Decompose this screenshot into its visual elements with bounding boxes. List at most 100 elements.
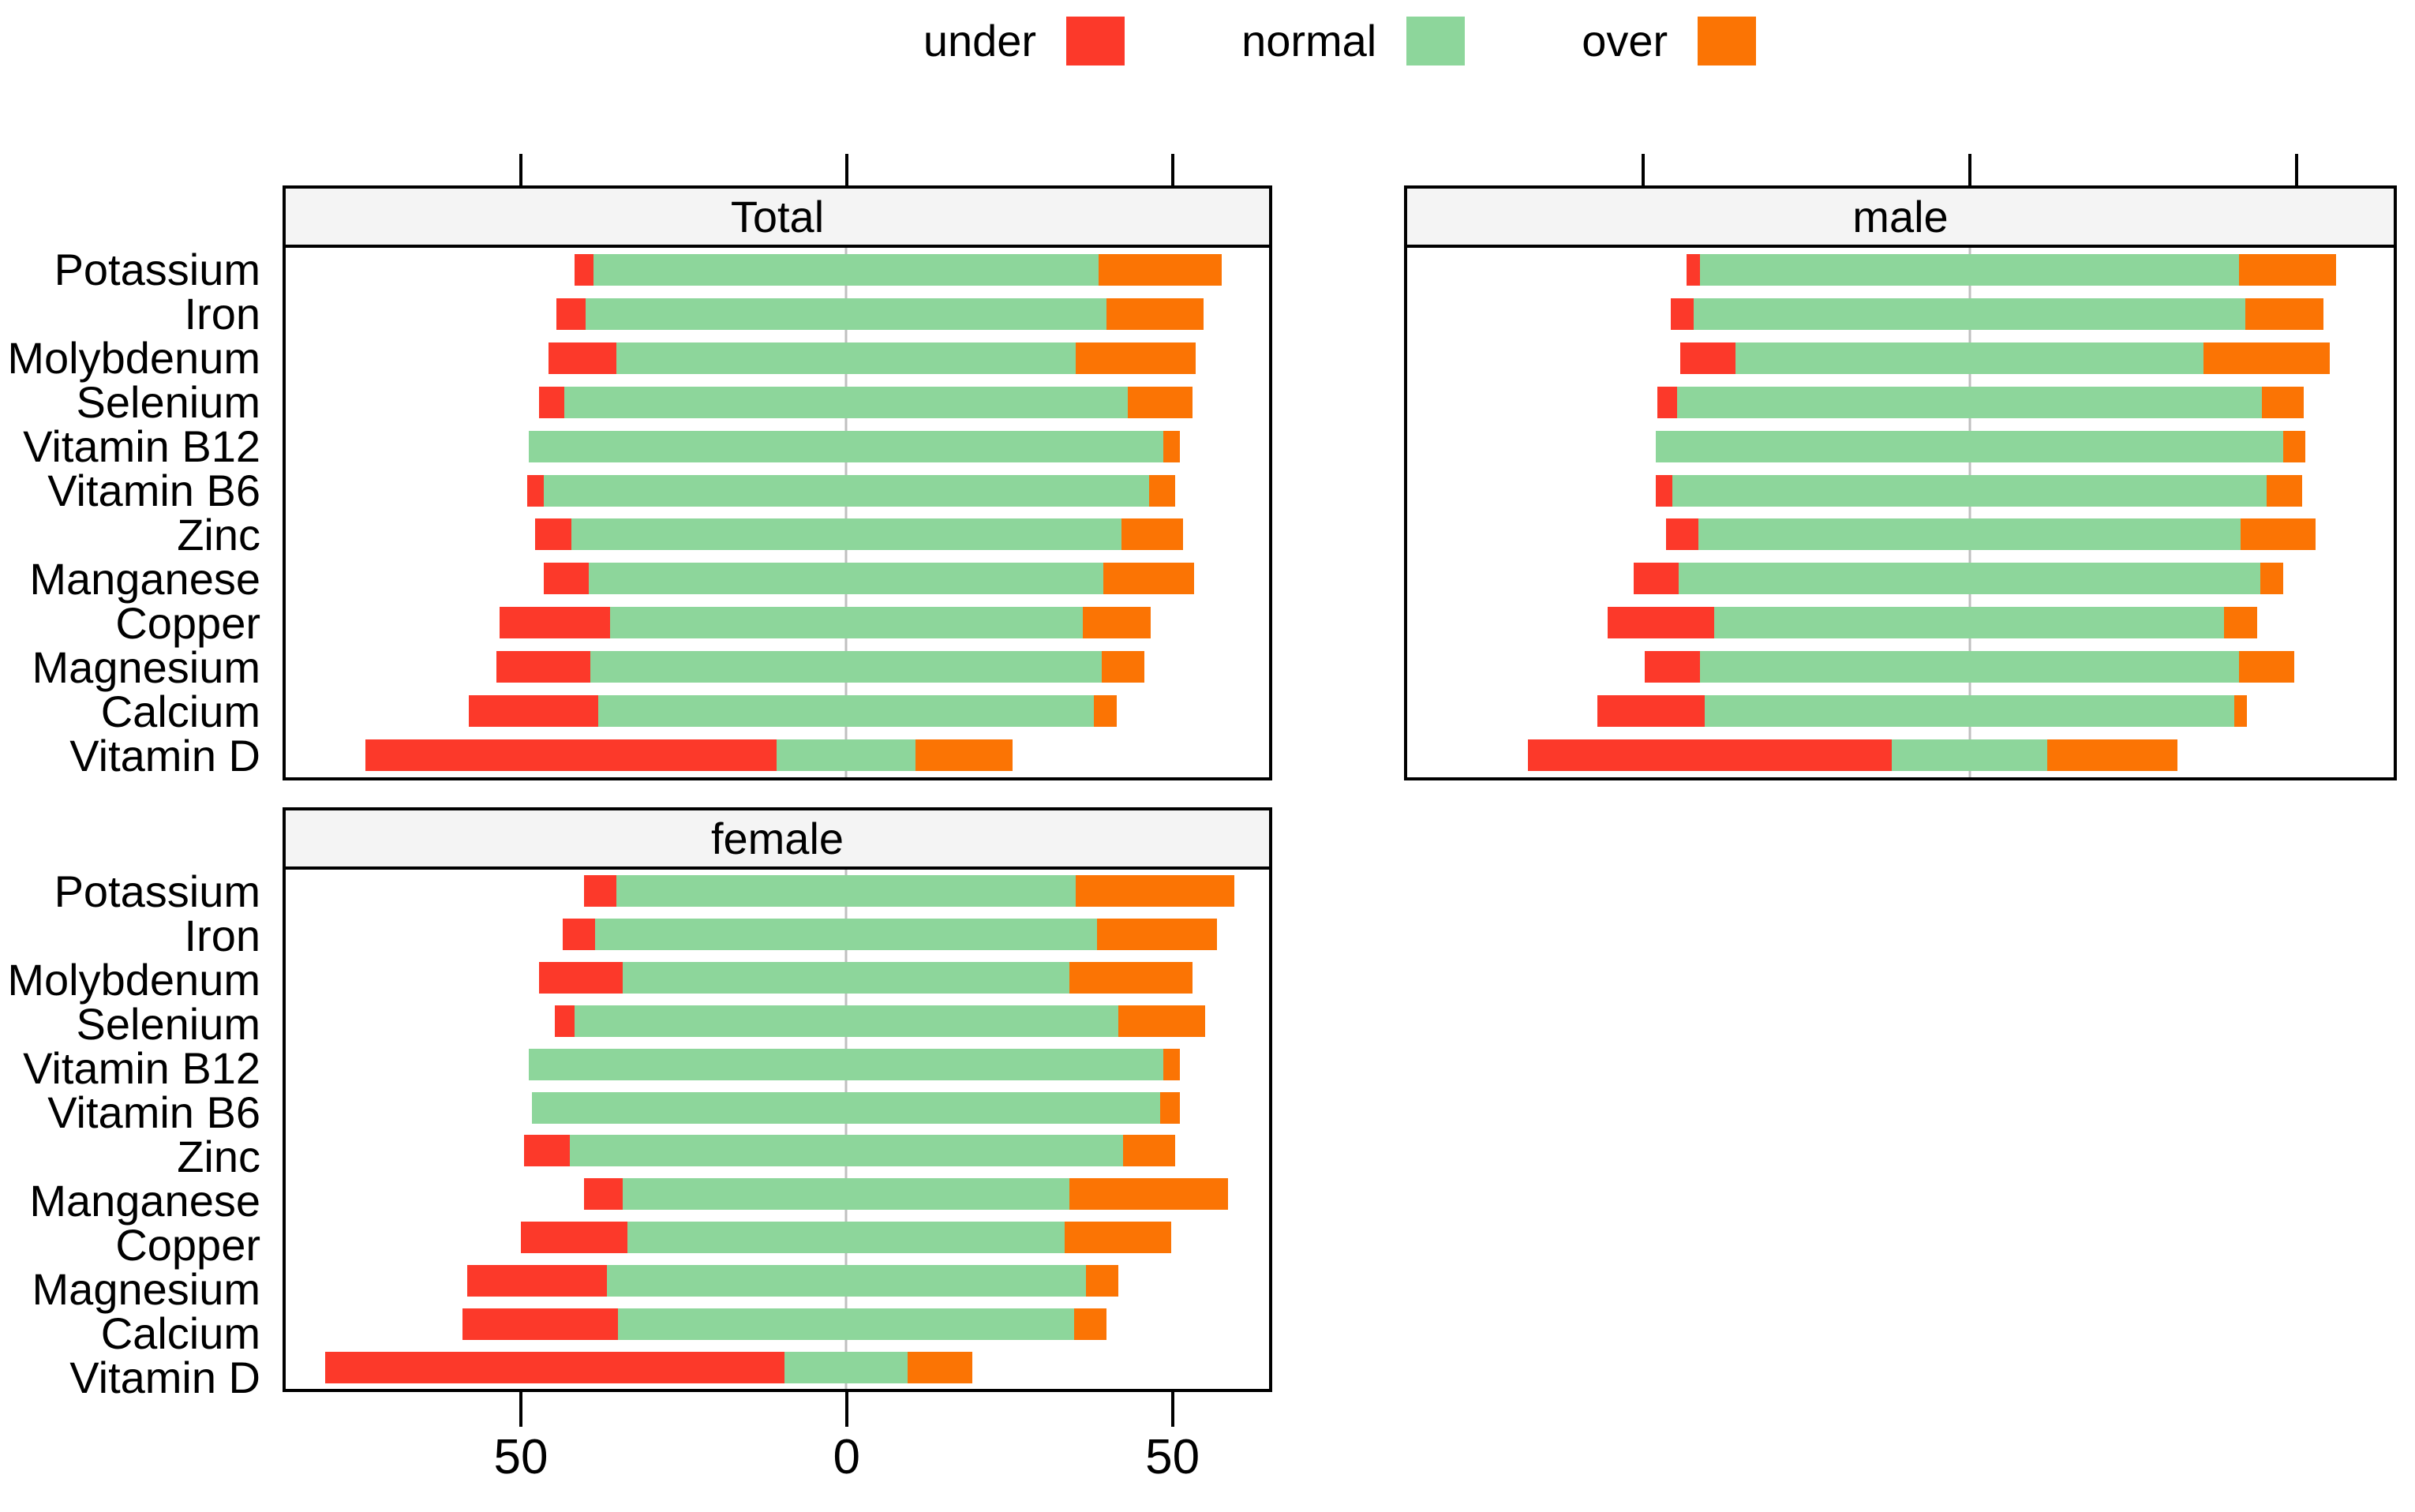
bar-segment-over bbox=[915, 739, 1013, 772]
bar bbox=[496, 651, 1144, 683]
bar-segment-over bbox=[1160, 1091, 1180, 1124]
bar-segment-over bbox=[1099, 253, 1222, 286]
panel-male: male bbox=[1404, 185, 2397, 780]
bar-rows bbox=[286, 870, 1269, 1389]
bar-segment-over bbox=[1163, 430, 1180, 462]
bar-segment-under bbox=[524, 1135, 570, 1167]
bar-segment-normal bbox=[589, 563, 1104, 595]
bar-row-iron bbox=[286, 913, 1269, 956]
bar-segment-under bbox=[1657, 386, 1678, 418]
category-label: Vitamin B6 bbox=[47, 1087, 260, 1137]
bar-segment-normal bbox=[569, 1135, 1123, 1167]
bar-segment-over bbox=[1093, 695, 1117, 728]
top-axis-total bbox=[283, 154, 1272, 185]
bar-segment-over bbox=[2266, 474, 2303, 507]
bar-segment-under bbox=[563, 919, 596, 951]
bar-segment-normal bbox=[1656, 430, 2283, 462]
bar bbox=[1665, 518, 2316, 551]
bar-row-manganese bbox=[1407, 556, 2394, 601]
x-axis-bottom: 50 0 50 bbox=[283, 1392, 1272, 1510]
bar-segment-normal bbox=[529, 430, 1164, 462]
bar-segment-under bbox=[538, 962, 623, 994]
bar-row-potassium bbox=[1407, 248, 2394, 292]
bar-row-vitamin-b12 bbox=[1407, 425, 2394, 469]
bar-segment-normal bbox=[618, 1308, 1075, 1340]
bar bbox=[532, 1091, 1180, 1124]
legend-item-under: under bbox=[923, 17, 1125, 65]
bar bbox=[543, 563, 1195, 595]
plot-area-male bbox=[1407, 248, 2394, 777]
bar-segment-normal bbox=[1679, 563, 2260, 595]
legend-swatch-normal bbox=[1406, 17, 1466, 65]
plot-area-total bbox=[286, 248, 1269, 777]
bar-segment-over bbox=[2203, 342, 2331, 374]
bar-segment-normal bbox=[616, 342, 1076, 374]
bar-segment-under bbox=[583, 1178, 623, 1211]
bar bbox=[462, 1308, 1107, 1340]
x-axis-tick-label: 50 bbox=[1145, 1430, 1200, 1484]
category-label: Magnesium bbox=[32, 1264, 260, 1314]
bar-row-copper bbox=[286, 1216, 1269, 1259]
legend-swatch-over bbox=[1698, 17, 1757, 65]
bar-segment-over bbox=[2261, 386, 2305, 418]
zero-gridline bbox=[844, 870, 848, 1389]
bar-segment-over bbox=[1118, 1005, 1206, 1037]
legend-label-under: under bbox=[923, 16, 1037, 65]
legend-label-normal: normal bbox=[1241, 16, 1377, 65]
bar-segment-over bbox=[2282, 430, 2306, 462]
bar-row-vitamin-b12 bbox=[286, 425, 1269, 469]
legend-swatch-under bbox=[1066, 17, 1125, 65]
bar-segment-under bbox=[324, 1351, 785, 1383]
bar-segment-under bbox=[555, 1005, 575, 1037]
legend-item-over: over bbox=[1582, 16, 1757, 65]
axis-tick bbox=[1170, 154, 1174, 185]
axis-tick bbox=[844, 154, 848, 185]
bar-segment-under bbox=[1633, 563, 1679, 595]
bar bbox=[1680, 342, 2331, 374]
category-label: Zinc bbox=[177, 1132, 260, 1181]
bar-segment-over bbox=[2260, 563, 2283, 595]
bar-row-manganese bbox=[286, 556, 1269, 601]
bar-segment-under bbox=[462, 1308, 619, 1340]
bar bbox=[1670, 298, 2323, 330]
top-axis-male bbox=[1404, 154, 2397, 185]
bar-segment-over bbox=[2047, 739, 2177, 772]
bar-segment-under bbox=[556, 298, 586, 330]
bar bbox=[500, 607, 1151, 639]
axis-tick bbox=[1968, 154, 1972, 185]
x-axis-tick bbox=[1170, 1392, 1174, 1427]
bar-segment-normal bbox=[1891, 739, 2048, 772]
category-label: Iron bbox=[184, 289, 261, 339]
bar-segment-normal bbox=[595, 919, 1098, 951]
bar bbox=[529, 1048, 1180, 1080]
bar-segment-normal bbox=[1714, 607, 2225, 639]
bar-segment-over bbox=[2233, 695, 2248, 728]
category-label: Selenium bbox=[76, 999, 260, 1049]
bar-row-selenium bbox=[286, 999, 1269, 1042]
bar-row-vitamin-b6 bbox=[1407, 469, 2394, 513]
panel-title-total: Total bbox=[730, 191, 825, 241]
bar-segment-normal bbox=[623, 962, 1070, 994]
bar-segment-normal bbox=[623, 1178, 1070, 1211]
panel-header-female: female bbox=[286, 810, 1269, 870]
bar-row-potassium bbox=[286, 870, 1269, 913]
category-label: Copper bbox=[115, 1220, 260, 1270]
legend: under normal over bbox=[283, 5, 2397, 77]
bar-segment-normal bbox=[593, 253, 1099, 286]
bar bbox=[548, 342, 1196, 374]
bar bbox=[527, 474, 1175, 507]
panel-title-female: female bbox=[710, 813, 844, 863]
bar-segment-normal bbox=[586, 298, 1107, 330]
bar-row-magnesium bbox=[1407, 645, 2394, 689]
bar-row-calcium bbox=[286, 689, 1269, 733]
bar-segment-under bbox=[467, 1264, 607, 1297]
legend-label-over: over bbox=[1582, 16, 1668, 65]
category-label: Manganese bbox=[29, 554, 260, 604]
bar-segment-over bbox=[2239, 651, 2294, 683]
bar-segment-under bbox=[574, 253, 594, 286]
bar bbox=[555, 1005, 1206, 1037]
bar-row-iron bbox=[1407, 292, 2394, 336]
bar-segment-over bbox=[1076, 875, 1235, 908]
bar-segment-under bbox=[543, 563, 590, 595]
panel-header-male: male bbox=[1407, 189, 2394, 248]
